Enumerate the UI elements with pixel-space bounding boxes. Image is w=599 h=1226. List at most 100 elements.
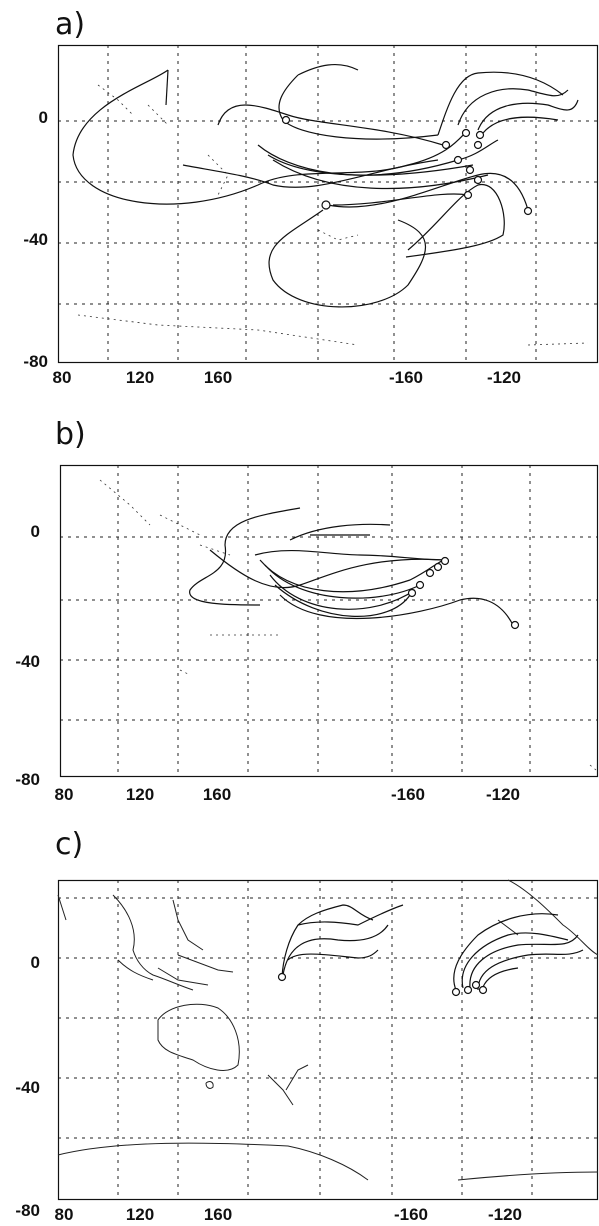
- coastline: [205, 1081, 214, 1089]
- trajectory-start-marker: [415, 580, 425, 590]
- x-tick-label: 160: [203, 368, 233, 387]
- trajectory: [264, 564, 421, 599]
- trajectory: [469, 934, 579, 989]
- panel-a: a) 0 -40 -80 80 120 160 -160 -120: [0, 0, 599, 400]
- trajectory-start-marker: [461, 128, 471, 138]
- coastline: [57, 894, 67, 921]
- trajectory-start-marker: [473, 175, 483, 185]
- panel-b: b) 0 -40 -80 80 120 160 -160 -120: [0, 400, 599, 805]
- trajectory-start-marker: [473, 140, 483, 150]
- y-tick-label: -40: [15, 1078, 40, 1097]
- grid-line: [117, 880, 533, 1200]
- trajectory-start-marker: [281, 115, 291, 125]
- trajectory: [453, 913, 559, 991]
- trajectory: [405, 184, 505, 258]
- y-tick-label: -80: [15, 1201, 40, 1220]
- y-tick-label: -40: [23, 230, 48, 249]
- y-tick-label: -80: [15, 770, 40, 789]
- trajectory: [182, 159, 439, 188]
- grid-line: [58, 120, 598, 305]
- trajectory-start-marker: [433, 562, 443, 572]
- x-tick-label: -120: [485, 785, 521, 804]
- trajectory: [267, 154, 474, 176]
- x-tick-label: -160: [388, 368, 424, 387]
- coastline: [157, 899, 234, 986]
- y-tick-label: -40: [15, 652, 40, 671]
- trajectory: [217, 104, 444, 146]
- trajectory-start-marker: [453, 155, 463, 165]
- y-tick-label: -80: [23, 352, 48, 371]
- trajectory: [297, 64, 359, 76]
- x-tick-label: -160: [393, 1205, 429, 1224]
- x-tick-label: 120: [125, 368, 155, 387]
- panel-label: b): [55, 417, 86, 452]
- trajectory: [287, 949, 379, 961]
- trajectory: [209, 549, 446, 589]
- trajectory-start-marker: [451, 987, 461, 997]
- x-tick-label: 120: [125, 1205, 155, 1224]
- trajectory-start-marker: [441, 140, 451, 150]
- trajectory-start-marker: [425, 568, 435, 578]
- trajectory: [254, 549, 446, 561]
- coastline: [57, 1142, 599, 1181]
- coastline: [99, 479, 597, 771]
- trajectory: [257, 139, 499, 176]
- trajectory: [327, 172, 529, 211]
- x-tick-label: -160: [390, 785, 426, 804]
- map-plot: [57, 879, 599, 1201]
- coastline: [77, 84, 589, 346]
- trajectory-start-marker: [471, 980, 481, 990]
- trajectory: [477, 949, 584, 991]
- trajectory: [278, 74, 439, 140]
- trajectory: [268, 209, 426, 308]
- map-frame: [57, 879, 599, 1201]
- trajectory-start-marker: [463, 190, 473, 200]
- y-tick-label: 0: [38, 108, 48, 127]
- trajectory-start-marker: [407, 588, 417, 598]
- trajectory: [482, 967, 519, 988]
- trajectory-start-marker: [463, 985, 473, 995]
- panel-label: c): [55, 827, 84, 862]
- x-tick-label: 80: [52, 368, 72, 387]
- trajectory: [457, 88, 569, 126]
- trajectory: [282, 924, 389, 976]
- trajectory-start-marker: [478, 985, 488, 995]
- trajectory-start-marker: [321, 200, 331, 210]
- trajectory: [289, 523, 391, 541]
- grid-line: [60, 536, 598, 721]
- trajectory: [297, 904, 404, 926]
- y-tick-label: 0: [30, 953, 40, 972]
- trajectory: [281, 904, 374, 978]
- trajectory: [189, 507, 301, 606]
- trajectory-start-marker: [440, 556, 450, 566]
- x-tick-label: 80: [54, 1205, 74, 1224]
- panel-label: a): [55, 7, 86, 42]
- y-tick-label: 0: [30, 522, 40, 541]
- panel-c: c) 0 -40 -80 80 120 160 -160 -120: [0, 805, 599, 1226]
- map-frame: [59, 464, 599, 778]
- x-tick-label: 120: [125, 785, 155, 804]
- coastline: [112, 894, 194, 991]
- trajectory: [482, 116, 559, 134]
- trajectory: [274, 584, 411, 617]
- coastline: [497, 879, 599, 956]
- grid-line: [117, 465, 531, 777]
- x-tick-label: 80: [54, 785, 74, 804]
- trajectory: [461, 932, 569, 989]
- trajectory-start-marker: [510, 620, 520, 630]
- map-frame: [57, 44, 599, 364]
- coastline: [267, 1064, 309, 1106]
- trajectory: [332, 193, 469, 206]
- map-plot: [57, 44, 599, 364]
- x-tick-label: 160: [202, 785, 232, 804]
- trajectory: [269, 574, 416, 610]
- trajectory: [165, 69, 169, 106]
- trajectory-start-marker: [277, 972, 287, 982]
- x-tick-label: -120: [486, 368, 522, 387]
- coastline: [157, 1003, 240, 1071]
- trajectory: [477, 99, 579, 131]
- x-tick-label: 160: [203, 1205, 233, 1224]
- trajectory-start-marker: [523, 206, 533, 216]
- map-plot: [59, 464, 599, 778]
- trajectory-start-marker: [475, 130, 485, 140]
